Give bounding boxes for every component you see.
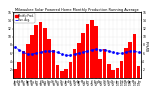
Bar bbox=[124, 48, 128, 78]
Bar bbox=[52, 50, 55, 78]
Bar bbox=[107, 64, 111, 78]
Bar bbox=[98, 59, 102, 78]
Bar bbox=[137, 66, 140, 78]
Bar bbox=[56, 65, 59, 78]
Y-axis label: kWh/d: kWh/d bbox=[147, 39, 151, 51]
Bar bbox=[94, 26, 98, 78]
Bar bbox=[17, 62, 21, 78]
Bar bbox=[69, 62, 72, 78]
Bar bbox=[22, 51, 25, 78]
Bar bbox=[103, 49, 106, 78]
Bar bbox=[111, 70, 115, 78]
Title: Milwaukee Solar Powered Home Monthly Production Running Average: Milwaukee Solar Powered Home Monthly Pro… bbox=[15, 8, 139, 12]
Legend: Mnthly Prod., Run. Avg.: Mnthly Prod., Run. Avg. bbox=[14, 13, 35, 22]
Bar bbox=[86, 24, 89, 78]
Bar bbox=[73, 49, 76, 78]
Bar bbox=[26, 44, 30, 78]
Bar bbox=[116, 68, 119, 78]
Bar bbox=[43, 28, 47, 78]
Bar bbox=[47, 39, 51, 78]
Bar bbox=[77, 43, 81, 78]
Bar bbox=[133, 34, 136, 78]
Bar bbox=[81, 33, 85, 78]
Bar bbox=[64, 68, 68, 78]
Bar bbox=[128, 42, 132, 78]
Bar bbox=[13, 69, 17, 78]
Bar bbox=[34, 25, 38, 78]
Bar bbox=[90, 20, 94, 78]
Bar bbox=[30, 35, 34, 78]
Bar bbox=[60, 71, 64, 78]
Bar bbox=[39, 22, 42, 78]
Bar bbox=[120, 61, 123, 78]
